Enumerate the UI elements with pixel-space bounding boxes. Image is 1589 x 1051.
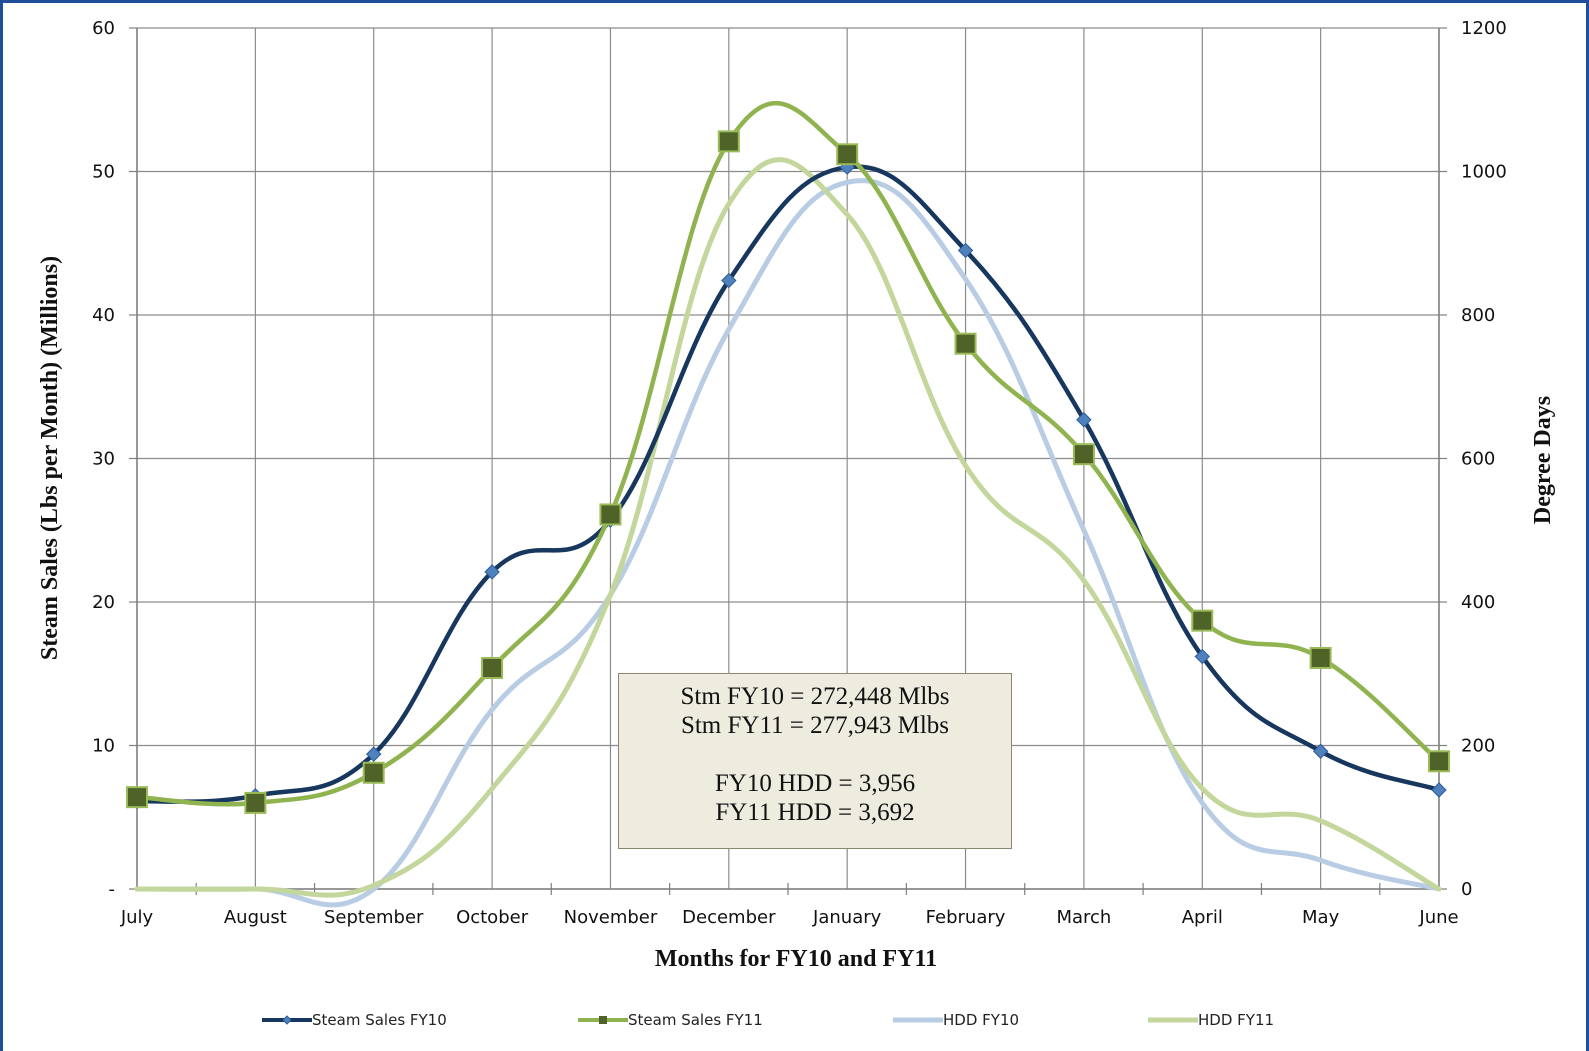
point-steam-sales-fy11 <box>836 143 859 166</box>
y2-tick-label: 200 <box>1461 736 1495 757</box>
legend-label-steam-sales-fy10: Steam Sales FY10 <box>312 1011 447 1029</box>
point-steam-sales-fy10 <box>1076 412 1092 428</box>
x-tick-label: June <box>1418 907 1458 928</box>
x-tick-label: December <box>682 907 776 928</box>
y-tick-label: 20 <box>92 592 115 613</box>
y2-tick-label: 0 <box>1461 879 1472 900</box>
frame-right-edge <box>1586 0 1589 1051</box>
legend-label-hdd-fy10: HDD FY10 <box>943 1011 1019 1029</box>
x-axis-title: Months for FY10 and FY11 <box>655 946 937 972</box>
legend-marker-steam-sales-fy11 <box>599 1016 607 1024</box>
point-steam-sales-fy11 <box>1428 750 1450 773</box>
point-steam-sales-fy10 <box>721 272 737 289</box>
point-steam-sales-fy11 <box>481 657 504 680</box>
y-tick-label: 60 <box>92 18 115 39</box>
x-tick-label: October <box>456 907 529 928</box>
x-tick-label: April <box>1182 907 1223 928</box>
y2-tick-label: 1200 <box>1461 18 1507 39</box>
y2-tick-label: 1000 <box>1461 162 1507 183</box>
x-tick-label: August <box>224 907 287 928</box>
x-tick-label: July <box>120 907 154 928</box>
point-steam-sales-fy11 <box>954 332 977 355</box>
summary-hdd-fy10: FY10 HDD = 3,956 <box>714 770 916 797</box>
point-steam-sales-fy10 <box>1312 743 1329 759</box>
point-steam-sales-fy11 <box>244 791 267 814</box>
point-steam-sales-fy11 <box>1191 609 1214 632</box>
summary-annotation-box: Stm FY10 = 272,448 Mlbs Stm FY11 = 277,9… <box>618 673 1012 849</box>
legend-label-hdd-fy11: HDD FY11 <box>1198 1011 1274 1029</box>
y-axis-title: Steam Sales (Lbs per Month) (Millions) <box>37 256 63 660</box>
y-tick-label: 40 <box>92 305 115 326</box>
summary-spacer <box>619 740 1011 769</box>
summary-hdd-fy11: FY11 HDD = 3,692 <box>715 799 915 826</box>
point-steam-sales-fy11 <box>362 761 385 784</box>
x-tick-label: September <box>324 907 424 928</box>
point-steam-sales-fy10 <box>366 746 382 762</box>
y2-tick-label: 800 <box>1461 305 1495 326</box>
series-line-hdd-fy11 <box>134 157 1442 898</box>
y2-tick-label: 400 <box>1461 592 1495 613</box>
frame-top-edge <box>0 0 1589 3</box>
point-steam-sales-fy11 <box>717 130 740 153</box>
y-tick-label: 50 <box>92 162 115 183</box>
y-tick-label: 10 <box>92 736 115 757</box>
point-steam-sales-fy11 <box>1309 646 1332 669</box>
legend-label-steam-sales-fy11: Steam Sales FY11 <box>628 1011 763 1029</box>
y-tick-label: - <box>109 879 116 900</box>
x-tick-label: May <box>1302 907 1340 928</box>
frame-left-edge <box>0 0 3 1051</box>
y2-tick-label: 600 <box>1461 449 1495 470</box>
point-steam-sales-fy10 <box>484 564 500 580</box>
legend-marker-steam-sales-fy10 <box>282 1015 292 1025</box>
point-steam-sales-fy10 <box>1431 782 1447 798</box>
y-tick-label: 30 <box>92 449 115 470</box>
point-steam-sales-fy10 <box>1194 648 1210 665</box>
summary-steam-fy11: Stm FY11 = 277,943 Mlbs <box>680 712 950 739</box>
x-tick-label: February <box>926 907 1006 928</box>
point-steam-sales-fy10 <box>957 242 974 259</box>
y2-axis-title: Degree Days <box>1530 396 1556 524</box>
point-steam-sales-fy11 <box>599 503 622 526</box>
point-steam-sales-fy11 <box>1072 443 1095 466</box>
x-tick-label: November <box>564 907 658 928</box>
x-tick-label: January <box>812 907 882 928</box>
point-steam-sales-fy11 <box>126 786 148 809</box>
x-tick-label: March <box>1056 907 1111 928</box>
summary-steam-fy10: Stm FY10 = 272,448 Mlbs <box>680 683 950 710</box>
